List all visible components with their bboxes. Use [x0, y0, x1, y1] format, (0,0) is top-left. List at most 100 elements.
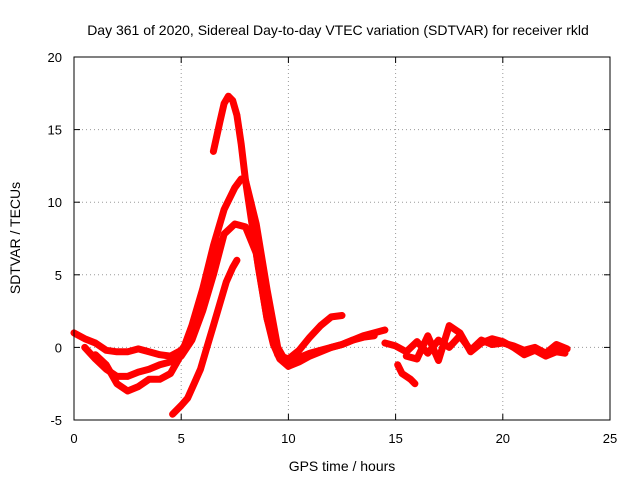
series-trace [402, 322, 569, 364]
data-point-marker [242, 223, 249, 231]
series-track-4 [209, 92, 389, 370]
data-point-marker [92, 339, 99, 347]
data-point-marker [102, 361, 110, 369]
data-point-marker [553, 348, 560, 355]
data-point-marker [349, 336, 356, 344]
data-point-marker [338, 312, 346, 319]
data-point-marker [225, 93, 232, 100]
data-point-marker [220, 230, 228, 238]
data-point-marker [446, 344, 453, 351]
data-point-marker [124, 373, 131, 380]
series-trace [91, 175, 378, 395]
data-point-marker [197, 365, 204, 373]
data-point-marker [210, 271, 217, 278]
y-tick-label: 15 [48, 123, 62, 138]
axis-ticks [73, 56, 611, 421]
data-point-marker [413, 355, 421, 363]
plot-frame [73, 56, 611, 421]
data-point-marker [255, 264, 262, 271]
data-point-marker [135, 345, 142, 353]
x-tick-label: 0 [70, 431, 77, 446]
data-point-marker [113, 380, 121, 387]
data-point-marker [216, 119, 223, 126]
data-point-marker [167, 358, 174, 366]
data-point-marker [270, 341, 277, 348]
data-point-marker [510, 344, 517, 351]
data-point-marker [370, 329, 378, 337]
data-point-marker [169, 410, 176, 418]
data-point-marker [229, 97, 236, 104]
data-point-marker [531, 347, 539, 354]
data-point-marker [446, 322, 453, 329]
series-trace [209, 92, 389, 370]
data-point-marker [233, 111, 241, 119]
data-point-marker [220, 100, 228, 107]
y-tick-label: 10 [48, 195, 62, 210]
data-point-marker [478, 339, 485, 347]
data-point-marker [124, 387, 131, 395]
data-point-marker [295, 354, 303, 361]
data-point-marker [276, 355, 284, 363]
data-point-marker [317, 322, 324, 329]
data-point-marker [263, 315, 271, 322]
data-point-marker [145, 365, 153, 373]
data-point-marker [145, 348, 153, 355]
data-point-marker [231, 220, 238, 228]
data-point-marker [188, 322, 196, 329]
data-point-marker [102, 347, 110, 354]
data-point-marker [81, 335, 88, 342]
chart-title: Day 361 of 2020, Sidereal Day-to-day VTE… [87, 22, 589, 38]
data-point-marker [553, 341, 560, 348]
data-point-marker [328, 344, 335, 351]
data-point-marker [238, 140, 245, 148]
data-point-marker [124, 348, 131, 355]
data-point-marker [229, 264, 236, 271]
data-point-marker [210, 148, 217, 155]
x-tick-labels: 0 5 10 15 20 25 [70, 431, 617, 446]
data-series [70, 92, 571, 418]
data-point-marker [178, 351, 185, 358]
data-point-marker [435, 336, 442, 344]
data-point-marker [220, 206, 228, 213]
data-point-marker [467, 348, 474, 355]
data-point-marker [178, 402, 185, 409]
x-tick-label: 10 [281, 431, 295, 446]
data-point-marker [285, 363, 292, 370]
data-point-marker [184, 395, 191, 402]
data-point-marker [199, 307, 206, 315]
data-point-marker [156, 376, 163, 383]
x-tick-label: 20 [496, 431, 510, 446]
y-tick-label: 0 [55, 340, 62, 355]
data-point-marker [242, 177, 249, 184]
y-tick-label: -5 [50, 413, 62, 428]
data-point-marker [216, 300, 223, 308]
data-point-marker [167, 370, 174, 377]
data-point-marker [398, 370, 406, 377]
data-point-marker [424, 350, 431, 357]
data-point-marker [407, 376, 414, 383]
data-point-marker [521, 351, 528, 358]
y-tick-label: 20 [48, 50, 62, 65]
y-tick-label: 5 [55, 268, 62, 283]
data-point-marker [424, 332, 431, 339]
data-point-marker [233, 257, 241, 264]
data-point-marker [203, 344, 211, 351]
data-point-marker [411, 380, 419, 387]
data-point-marker [381, 326, 389, 334]
data-point-marker [317, 347, 324, 354]
data-point-marker [190, 380, 198, 387]
series-track-3 [91, 175, 378, 395]
data-point-marker [135, 383, 142, 390]
series-track-5 [169, 256, 241, 418]
x-axis-label: GPS time / hours [289, 458, 396, 474]
data-point-marker [328, 313, 335, 321]
data-point-marker [295, 347, 303, 354]
data-point-marker [561, 350, 569, 357]
data-point-marker [92, 351, 99, 358]
data-point-marker [403, 352, 410, 360]
x-tick-label: 15 [388, 431, 402, 446]
data-point-marker [113, 348, 121, 355]
data-point-marker [199, 286, 206, 293]
y-tick-labels: -5 0 5 10 15 20 [48, 50, 62, 428]
